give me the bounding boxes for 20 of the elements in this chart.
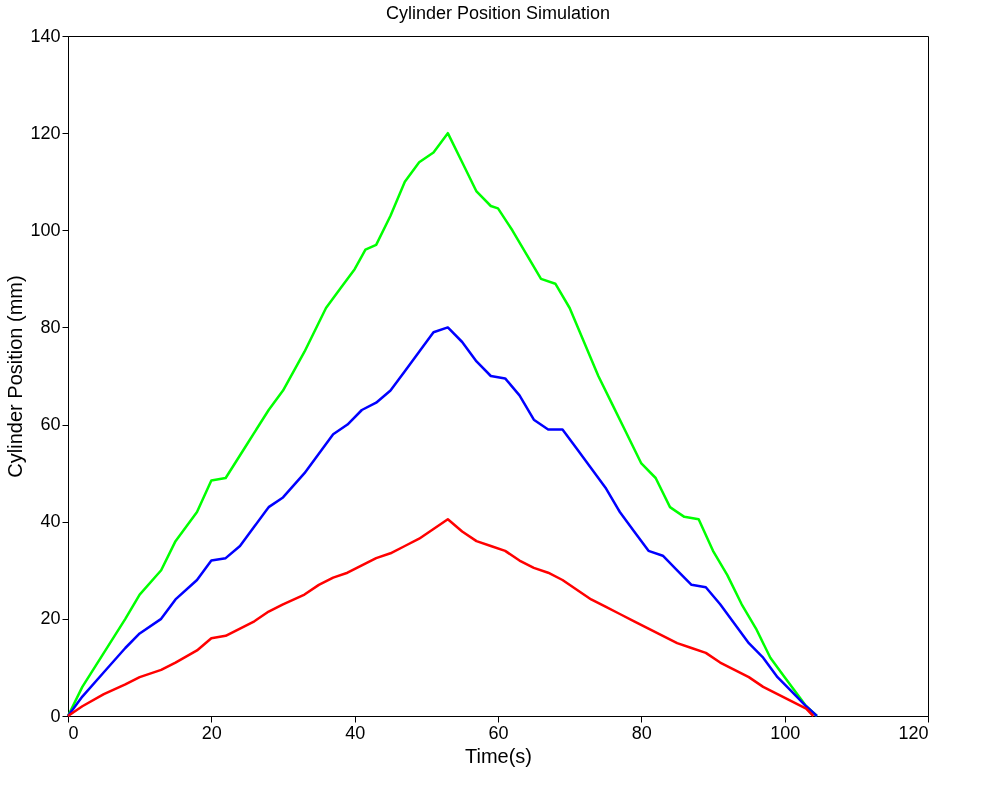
x-tick-label: 0 — [68, 722, 79, 743]
y-tick-label: 120 — [30, 122, 61, 143]
y-tick-label: 0 — [50, 705, 61, 726]
y-tick-label: 140 — [30, 25, 61, 46]
x-tick-label: 120 — [898, 722, 929, 743]
y-tick-label: 40 — [40, 511, 61, 532]
y-tick-label: 100 — [30, 219, 61, 240]
x-tick-label: 80 — [631, 722, 652, 743]
x-tick-label: 100 — [770, 722, 801, 743]
line-series — [66, 518, 815, 718]
x-tick-label: 20 — [201, 722, 222, 743]
y-tick-label: 80 — [40, 316, 61, 337]
line-series — [66, 326, 819, 718]
x-axis-title: Time(s) — [464, 744, 533, 767]
y-tick-label: 60 — [40, 414, 61, 435]
x-tick-label: 40 — [345, 722, 366, 743]
y-axis-title: Cylinder Position (mm) — [4, 275, 27, 478]
chart-title: Cylinder Position Simulation — [385, 3, 611, 23]
x-tick-label: 60 — [488, 722, 509, 743]
y-tick-label: 20 — [40, 608, 61, 629]
